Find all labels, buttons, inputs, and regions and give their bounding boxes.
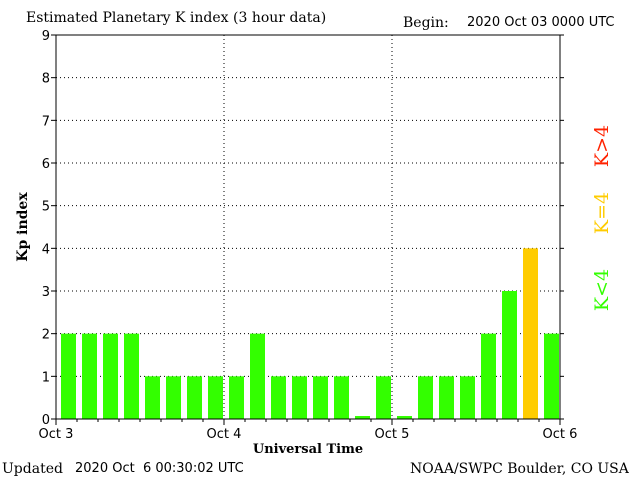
legend-item: K>4 xyxy=(591,125,613,167)
x-axis-label: Universal Time xyxy=(253,442,363,457)
kp-bar xyxy=(439,376,454,419)
bars xyxy=(61,248,559,419)
updated-value: 2020 Oct 6 00:30:02 UTC xyxy=(75,461,244,476)
chart-title: Estimated Planetary K index (3 hour data… xyxy=(26,10,327,26)
kp-bar xyxy=(313,376,328,419)
kp-bar xyxy=(355,416,370,419)
y-axis-label: Kp index xyxy=(15,192,31,262)
y-tick-label: 6 xyxy=(42,157,50,172)
y-tick-label: 0 xyxy=(42,413,50,428)
kp-bar xyxy=(334,376,349,419)
kp-bar xyxy=(103,333,118,419)
grid-lines xyxy=(56,35,560,419)
kp-bar xyxy=(460,376,475,419)
kp-bar xyxy=(208,376,223,419)
y-tick-label: 5 xyxy=(42,200,50,215)
kp-bar xyxy=(418,376,433,419)
kp-bar xyxy=(523,248,538,419)
y-tick-label: 3 xyxy=(42,285,50,300)
kp-bar xyxy=(145,376,160,419)
x-tick-label: Oct 3 xyxy=(39,427,74,442)
x-tick-label: Oct 6 xyxy=(543,427,578,442)
kp-bar xyxy=(544,333,559,419)
legend: K<4 K=4 K>4 xyxy=(591,125,613,311)
legend-item: K=4 xyxy=(591,192,613,234)
kp-bar xyxy=(61,333,76,419)
y-tick-label: 9 xyxy=(42,29,50,44)
kp-bar xyxy=(271,376,286,419)
kp-bar xyxy=(124,333,139,419)
updated-label: Updated xyxy=(2,461,63,477)
y-tick-label: 4 xyxy=(42,242,50,257)
kp-bar xyxy=(229,376,244,419)
begin-value: 2020 Oct 03 0000 UTC xyxy=(467,15,615,30)
kp-bar xyxy=(397,416,412,419)
kp-bar xyxy=(481,333,496,419)
kp-bar xyxy=(292,376,307,419)
x-tick-label: Oct 5 xyxy=(375,427,410,442)
x-tick-label: Oct 4 xyxy=(207,427,242,442)
y-tick-label: 7 xyxy=(42,114,50,129)
kp-bar xyxy=(166,376,181,419)
begin-label: Begin: xyxy=(403,15,449,31)
kp-bar xyxy=(502,291,517,419)
kp-bar xyxy=(187,376,202,419)
y-tick-label: 1 xyxy=(42,370,50,385)
kp-bar xyxy=(250,333,265,419)
kp-bar xyxy=(376,376,391,419)
credit-text: NOAA/SWPC Boulder, CO USA xyxy=(410,461,629,477)
y-tick-label: 2 xyxy=(42,328,50,343)
x-ticks: Oct 3 Oct 4 Oct 5 Oct 6 xyxy=(39,419,578,442)
y-tick-label: 8 xyxy=(42,72,50,87)
y-ticks: 0 1 2 3 4 5 6 7 8 9 xyxy=(42,29,564,428)
legend-item: K<4 xyxy=(591,269,613,311)
kp-bar xyxy=(82,333,97,419)
